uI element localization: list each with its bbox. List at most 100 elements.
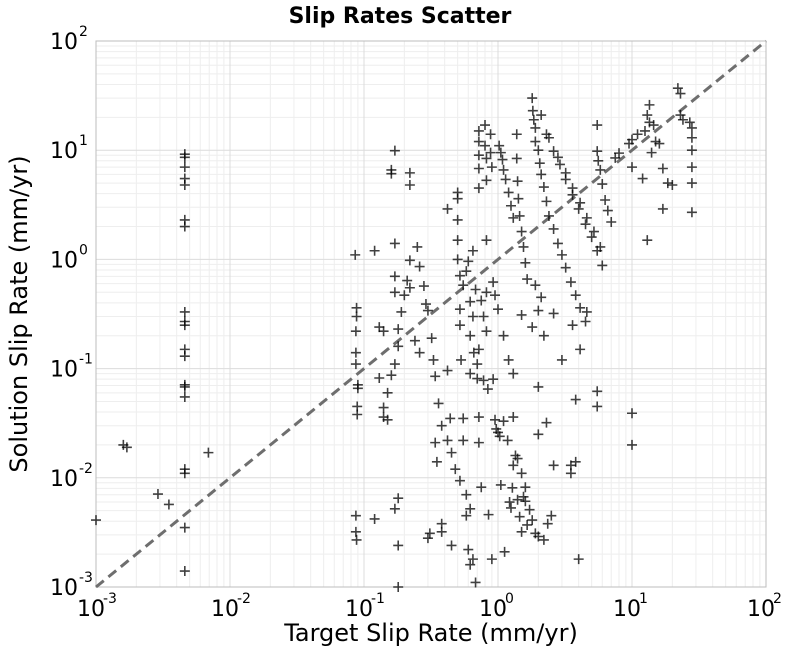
data-point (627, 408, 637, 419)
data-point (472, 359, 483, 370)
data-point (476, 295, 487, 306)
plot-frame (95, 40, 767, 588)
data-point (452, 235, 463, 246)
data-point (463, 544, 474, 555)
data-point (428, 354, 439, 365)
data-point (575, 344, 586, 355)
x-tick-label-base: 10 (77, 597, 105, 622)
data-point (490, 290, 501, 301)
data-point (573, 554, 584, 565)
data-point (552, 152, 563, 163)
data-point (592, 401, 603, 412)
y-axis-label: Solution Slip Rate (mm/yr) (5, 155, 33, 472)
data-point (498, 164, 509, 175)
y-tick-label-base: 10 (50, 467, 78, 492)
data-point (536, 110, 547, 121)
data-point (490, 414, 501, 425)
data-point (494, 140, 505, 151)
data-point (534, 158, 545, 169)
data-point (463, 256, 474, 267)
data-point (473, 437, 484, 448)
data-point (480, 120, 491, 131)
data-point (467, 245, 478, 256)
x-tick-label-base: 10 (613, 597, 641, 622)
data-point (396, 306, 407, 317)
data-point (436, 420, 447, 431)
data-point (567, 183, 578, 194)
data-point (493, 304, 503, 315)
chart-title: Slip Rates Scatter (289, 4, 512, 29)
data-point (458, 413, 469, 424)
data-point (511, 153, 522, 164)
data-point (538, 182, 549, 193)
data-point (454, 320, 465, 331)
data-point (445, 413, 456, 424)
data-point (575, 197, 586, 208)
data-point (516, 526, 527, 537)
data-point (538, 330, 549, 341)
data-point (516, 468, 527, 479)
data-point (530, 280, 541, 291)
data-point (393, 324, 404, 335)
data-point (446, 540, 457, 551)
data-point (657, 163, 668, 174)
x-tick-label-exponent: 2 (773, 591, 782, 607)
data-point (642, 110, 653, 121)
data-point (593, 155, 604, 166)
data-point (458, 280, 469, 291)
data-point (369, 513, 380, 524)
data-point (472, 373, 483, 384)
data-point (461, 266, 472, 277)
data-point (530, 122, 541, 133)
data-point (414, 261, 425, 272)
data-point (548, 460, 559, 471)
data-point (465, 368, 476, 379)
data-point (675, 88, 686, 99)
data-point (495, 479, 506, 490)
data-point (442, 365, 453, 376)
data-point (548, 146, 559, 157)
data-point (527, 322, 538, 333)
y-tick-label-exponent: 0 (79, 242, 88, 258)
data-point (442, 435, 453, 446)
data-point (507, 482, 518, 493)
data-point (386, 168, 397, 179)
data-point (516, 226, 527, 237)
data-point (675, 110, 686, 121)
data-point (592, 386, 603, 397)
data-point (382, 414, 393, 425)
data-point (686, 145, 697, 156)
data-point (508, 460, 519, 471)
data-point (508, 368, 519, 379)
data-point (482, 384, 493, 395)
data-point (458, 435, 469, 446)
data-point (481, 153, 492, 164)
data-point (465, 296, 476, 307)
data-point (485, 129, 496, 140)
data-point (684, 117, 695, 128)
data-point (508, 212, 519, 223)
data-point (351, 311, 362, 322)
data-point (644, 99, 655, 110)
x-tick-label-exponent: -3 (103, 591, 117, 607)
data-point (422, 305, 433, 316)
data-point (686, 162, 697, 173)
data-point (430, 371, 441, 382)
data-point (486, 162, 497, 173)
data-point (179, 320, 190, 331)
data-point (530, 136, 541, 147)
data-point (404, 282, 415, 293)
data-point (533, 429, 544, 440)
data-point (393, 582, 404, 592)
data-point (179, 351, 190, 362)
data-point (498, 416, 509, 427)
data-point (536, 169, 547, 180)
data-point (179, 306, 190, 317)
data-point (514, 210, 525, 221)
y-tick-label-exponent: 2 (79, 24, 88, 40)
data-point (179, 180, 190, 191)
data-point (91, 515, 101, 526)
y-tick-label-base: 10 (50, 358, 78, 383)
data-point (570, 456, 581, 467)
